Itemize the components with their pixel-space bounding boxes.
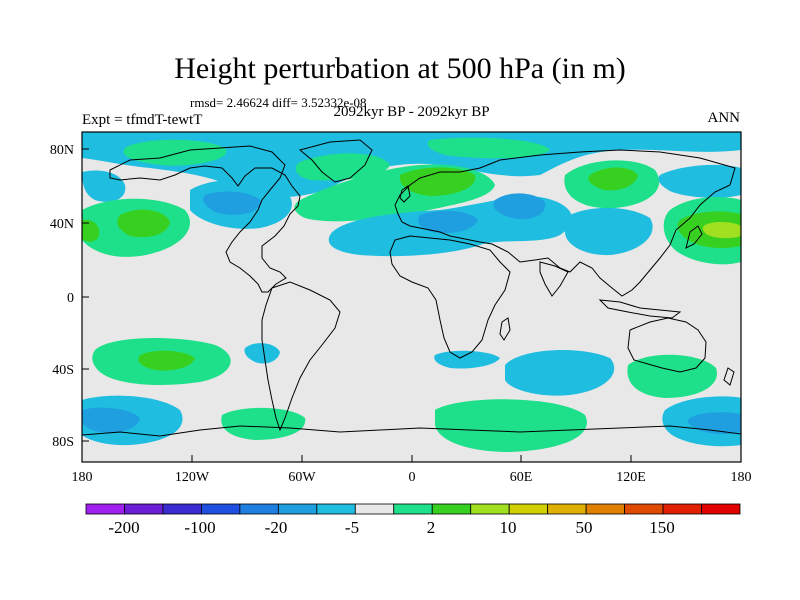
colorbar-label: -200 (108, 518, 139, 537)
colorbar-swatch (701, 503, 741, 515)
contour-scandinavia-green (399, 167, 476, 196)
season-label: ANN (707, 110, 741, 126)
contour-siberia-green (588, 167, 638, 191)
colorbar-label: 10 (500, 518, 517, 537)
colorbar-swatch (624, 503, 664, 515)
rmsd-stats: rmsd= 2.46624 diff= 3.52332e-08 (190, 95, 367, 110)
coast-japan (685, 225, 703, 249)
contour-fields (82, 132, 741, 452)
contour-eurasia-darkblue (493, 193, 546, 220)
contour-arctic-teal-3 (427, 137, 550, 159)
colorbar-swatch (585, 503, 625, 515)
colorbar (85, 503, 741, 515)
lat-tick-80n: 80N (50, 143, 74, 158)
contour-dateline-left-green (82, 219, 100, 242)
contour-sw-darkblue (82, 407, 140, 433)
experiment-label: Expt = tfmdT-tewtT (82, 112, 203, 128)
lat-tick-40s: 40S (52, 363, 74, 378)
lon-tick-60e: 60E (510, 470, 533, 485)
coast-australia (627, 317, 707, 373)
contour-namerica-darkblue (203, 191, 262, 215)
coast-greenland (298, 139, 373, 183)
colorbar-label: -20 (265, 518, 288, 537)
colorbar-swatch (354, 503, 395, 515)
colorbar-label: 150 (649, 518, 675, 537)
coast-uk (399, 185, 411, 203)
coast-north-america (109, 145, 301, 293)
colorbar-swatch (85, 503, 125, 515)
lon-tick-120w: 120W (175, 470, 210, 485)
colorbar-label: -5 (345, 518, 359, 537)
contour-npacific-east-yg (702, 222, 741, 239)
contour-nw-blue (82, 170, 126, 202)
colorbar-swatch (547, 503, 587, 515)
contour-chile-blue (244, 343, 280, 364)
coast-antarctica (82, 425, 741, 437)
coast-south-america (261, 281, 341, 432)
colorbar-swatch (393, 503, 433, 515)
lon-tick-0: 0 (409, 470, 416, 485)
contour-indian-blue (505, 349, 615, 396)
colorbar-swatch (431, 503, 472, 515)
lon-tick-180e: 180 (731, 470, 752, 485)
lat-tick-40n: 40N (50, 217, 74, 232)
lon-tick-60w: 60W (288, 470, 316, 485)
coast-africa (389, 235, 511, 359)
colorbar-label: 2 (427, 518, 436, 537)
colorbar-swatch (508, 503, 549, 515)
contour-npacific-green (117, 209, 170, 238)
lat-axis: 80N 40N 0 40S 80S (50, 143, 89, 450)
contour-east-blue (565, 207, 653, 256)
contour-antarctic-teal-1 (221, 407, 306, 440)
plot-title: Height perturbation at 500 hPa (in m) (174, 52, 626, 85)
colorbar-swatch (662, 503, 702, 515)
lat-tick-80s: 80S (52, 435, 74, 450)
coast-new-zealand (723, 367, 735, 386)
colorbar-swatch (239, 503, 279, 515)
colorbar-label: 50 (576, 518, 593, 537)
lat-tick-0: 0 (67, 291, 74, 306)
colorbar-labels: -200 -100 -20 -5 2 10 50 150 (108, 518, 674, 537)
coast-indonesia (598, 299, 682, 319)
colorbar-swatch (201, 503, 241, 515)
lon-axis: 180 120W 60W 0 60E 120E 180 (72, 455, 752, 485)
colorbar-swatch (470, 503, 510, 515)
coast-india (539, 261, 569, 297)
contour-spacific-green (138, 350, 195, 371)
lon-tick-120e: 120E (616, 470, 646, 485)
contour-saustralia-teal (627, 354, 717, 398)
contour-arctic-teal-2 (295, 153, 390, 181)
colorbar-swatch (277, 503, 318, 515)
colorbar-swatch (124, 503, 164, 515)
plot-subtitle: 2092kyr BP - 2092kyr BP (333, 104, 490, 120)
coast-madagascar (499, 317, 511, 341)
contour-southafrica-blue (434, 350, 500, 369)
contour-antarctic-teal-2 (435, 399, 587, 452)
coast-eurasia (394, 149, 736, 297)
colorbar-label: -100 (184, 518, 215, 537)
lon-tick-180w: 180 (72, 470, 93, 485)
contour-se-darkblue (687, 412, 741, 435)
coastlines (82, 139, 741, 437)
colorbar-swatch (162, 503, 202, 515)
colorbar-swatch (316, 503, 356, 515)
contour-europe-darkblue (418, 210, 478, 234)
